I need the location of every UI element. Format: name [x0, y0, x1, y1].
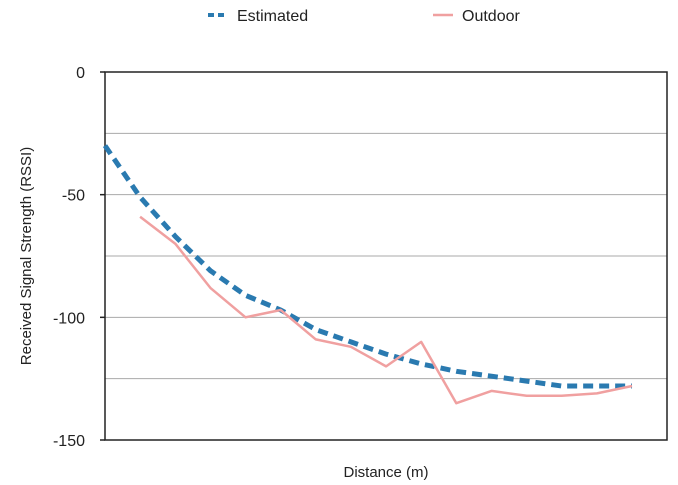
gridlines: [105, 132, 667, 380]
plot-area: [104, 71, 668, 441]
y-tick-label: -100: [53, 310, 85, 327]
y-axis-ticks: 0 -50 -100 -150: [53, 65, 105, 450]
series-layer: [102, 144, 633, 405]
x-axis-title: Distance (m): [343, 464, 428, 481]
series-line-outdoor: [139, 215, 633, 405]
series-line-estimated: [102, 144, 632, 389]
legend-label-estimated: Estimated: [237, 8, 308, 25]
y-tick-label: -50: [62, 188, 85, 205]
legend-label-outdoor: Outdoor: [462, 8, 520, 25]
y-tick-label: -150: [53, 433, 85, 450]
y-axis-title: Received Signal Strength (RSSI): [18, 147, 35, 365]
y-tick-label: 0: [76, 65, 85, 82]
legend: Estimated Outdoor: [208, 8, 520, 25]
